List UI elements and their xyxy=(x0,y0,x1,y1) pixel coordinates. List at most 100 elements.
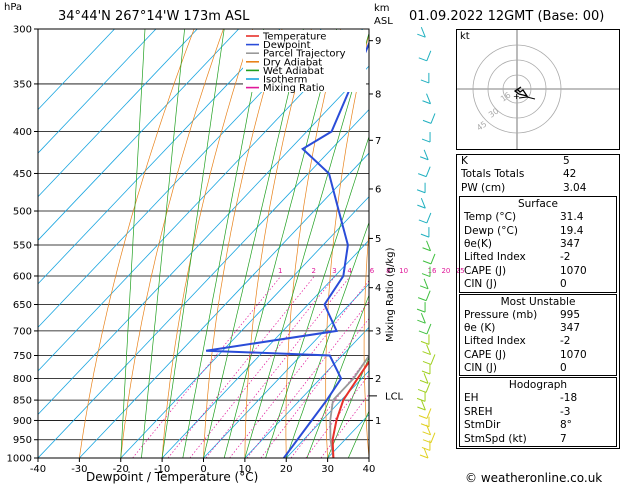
isotherm-line xyxy=(38,29,115,111)
wind-barb-flag xyxy=(419,379,429,384)
isotherm-line xyxy=(38,29,157,154)
dry-adiabat-line xyxy=(203,29,283,458)
height-tick-label: 7 xyxy=(375,136,381,147)
pressure-tick-label: 400 xyxy=(13,127,32,138)
isotherm-line xyxy=(79,152,369,458)
mixing-ratio-line xyxy=(229,280,369,458)
wind-barb xyxy=(430,432,436,443)
isotherm-line xyxy=(38,29,198,198)
wind-barb xyxy=(430,354,436,365)
wind-barb xyxy=(426,344,432,355)
hodo-unit: kt xyxy=(460,31,470,42)
wind-barb xyxy=(430,253,436,265)
wind-barb-flag xyxy=(422,351,431,356)
hodograph-section: Hodograph EH -18 SREH -3 StmDir 8° StmSpd (… xyxy=(459,377,617,448)
dewpoint-line xyxy=(205,41,369,458)
wind-barb xyxy=(423,278,429,289)
mixing-ratio-label: 16 xyxy=(428,267,437,275)
wind-barb xyxy=(423,149,429,160)
wind-barb xyxy=(420,313,426,324)
pw-label: PW (cm) xyxy=(461,181,506,194)
pressure-unit-label: hPa xyxy=(4,2,23,13)
wind-barb-flag xyxy=(417,33,426,38)
wind-barb-flag xyxy=(417,297,427,302)
wind-barb-flag xyxy=(418,219,428,224)
x-tick-label: -20 xyxy=(113,464,129,475)
wind-barb xyxy=(426,240,432,251)
wind-barb xyxy=(426,50,432,61)
wet-adiabat-line xyxy=(244,31,369,458)
height-tick-label: 9 xyxy=(375,36,381,47)
legend-label: Temperature xyxy=(262,32,326,43)
x-tick-label: -30 xyxy=(71,464,87,475)
legend-label: Wet Adiabat xyxy=(263,66,324,77)
parcel-trajectory-line xyxy=(329,353,369,458)
dry-adiabat-line xyxy=(161,29,254,458)
x-tick-label: 0 xyxy=(200,464,206,475)
mixing-ratio-label: 3 xyxy=(332,267,336,275)
svg-text:+: + xyxy=(513,92,520,101)
isotherm-line xyxy=(38,29,281,285)
wind-barb-flag xyxy=(420,340,430,345)
wet-adiabat-line xyxy=(347,410,369,458)
hodograph-plot: 16 30 45 + xyxy=(457,30,619,149)
mixing-ratio-label: 10 xyxy=(399,267,408,275)
mixing-ratio-axis-title: Mixing Ratio (g/kg) xyxy=(385,247,396,342)
wet-adiabat-line xyxy=(120,29,146,458)
mixing-ratio-label: 25 xyxy=(456,267,465,275)
location-title: 34°44'N 267°14'W 173m ASL xyxy=(58,9,250,24)
pressure-tick-label: 1000 xyxy=(7,454,32,465)
wind-barb-flag xyxy=(416,189,426,194)
mixing-ratio-label: 6 xyxy=(370,267,375,275)
height-tick-label: 8 xyxy=(375,89,381,100)
wet-adiabat-line xyxy=(161,29,225,458)
legend-label: Isotherm xyxy=(263,75,307,86)
wet-adiabat-line xyxy=(327,356,369,458)
legend-label: Mixing Ratio xyxy=(263,83,325,94)
datetime-title: 01.09.2022 12GMT (Base: 00) xyxy=(409,9,605,24)
x-tick-label: -10 xyxy=(154,464,170,475)
pressure-tick-label: 650 xyxy=(13,300,32,311)
x-tick-label: 20 xyxy=(280,464,293,475)
pressure-tick-label: 700 xyxy=(13,326,32,337)
mixing-ratio-label: 20 xyxy=(441,267,450,275)
wind-barb-flag xyxy=(416,397,426,402)
wind-barb-flag xyxy=(417,319,426,324)
height-tick-label: 2 xyxy=(375,374,381,385)
wind-barb-flag xyxy=(420,233,430,238)
mixing-ratio-line xyxy=(246,301,369,458)
wind-barb-flag xyxy=(421,138,431,143)
pressure-tick-label: 450 xyxy=(13,169,32,180)
legend-label: Dewpoint xyxy=(263,40,311,51)
hodograph-title: Hodograph xyxy=(508,379,568,392)
dry-adiabat-line xyxy=(438,29,459,458)
legend-label: Parcel Trajectory xyxy=(263,49,346,60)
pressure-tick-label: 550 xyxy=(13,240,32,251)
mixing-ratio-label: 8 xyxy=(386,267,390,275)
wind-barb-flag xyxy=(421,273,431,278)
temperature-line xyxy=(331,360,369,458)
dry-adiabat-line xyxy=(363,227,369,458)
height-tick-label: 6 xyxy=(375,184,381,195)
pressure-tick-label: 600 xyxy=(13,271,32,282)
surface-section: Surface Temp (°C) 31.4 Dewp (°C) 19.4 θe(K… xyxy=(459,196,617,293)
wind-barb-flag xyxy=(417,388,427,393)
mixing-ratio-label: 1 xyxy=(278,267,282,275)
dry-adiabat-line xyxy=(120,29,224,458)
legend-box xyxy=(243,30,366,92)
totals-totals-value: 42 xyxy=(563,168,577,181)
indices-table: K 5 Totals Totals 42 PW (cm) 3.04 Surface T… xyxy=(456,154,620,450)
lcl-label: LCL xyxy=(385,391,404,402)
height-tick-label: 3 xyxy=(375,326,381,337)
most-unstable-section: Most Unstable Pressure (mb) 995 θe (K) 347… xyxy=(459,293,617,377)
pressure-tick-label: 950 xyxy=(13,435,32,446)
height-tick-label: 1 xyxy=(375,416,381,427)
wind-barb-flag xyxy=(422,247,431,252)
most-unstable-title: Most Unstable xyxy=(500,295,576,308)
height-tick-label: 4 xyxy=(375,283,381,294)
wind-barb-flag xyxy=(416,308,426,313)
wind-barb-flag xyxy=(422,431,431,436)
axis-labels: 1 2 3 4 6 8 10 16 20 2530035040045050055060065070… xyxy=(7,25,465,476)
wind-barb xyxy=(426,212,432,224)
